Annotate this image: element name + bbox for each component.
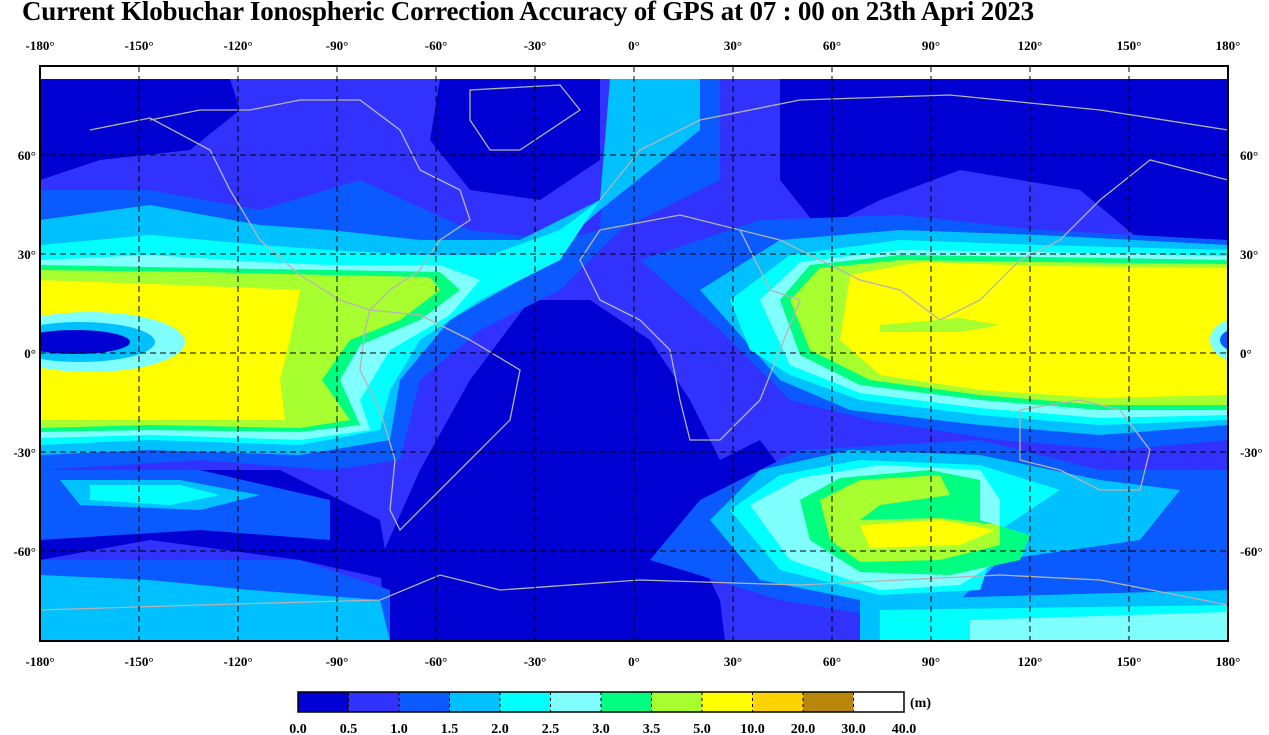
colorbar-label: 30.0 bbox=[841, 722, 866, 735]
bottom-longitude-label: -90° bbox=[326, 654, 349, 669]
colorbar-swatch bbox=[702, 692, 753, 712]
contour-3.5-5.0-east-inner bbox=[880, 318, 1000, 332]
left-latitude-label: -30° bbox=[13, 445, 36, 460]
top-longitude-label: -120° bbox=[223, 38, 252, 53]
top-longitude-label: 180° bbox=[1216, 38, 1241, 53]
coastline-north-america bbox=[89, 99, 471, 311]
bottom-longitude-label: 150° bbox=[1117, 654, 1142, 669]
contour-pocket-east bbox=[1210, 319, 1228, 361]
top-longitude-label: 150° bbox=[1117, 38, 1142, 53]
contour-5.0-10.0-south bbox=[860, 520, 995, 548]
colorbar-swatch bbox=[601, 692, 652, 712]
colorbar-label: 0.0 bbox=[289, 722, 307, 735]
colorbar-label: 1.0 bbox=[390, 722, 408, 735]
top-longitude-label: 30° bbox=[724, 38, 742, 53]
bottom-longitude-label: -120° bbox=[223, 654, 252, 669]
right-latitude-label: 0° bbox=[1240, 346, 1252, 361]
colorbar-label: 3.5 bbox=[643, 722, 661, 735]
coastline-africa bbox=[579, 214, 801, 441]
bottom-longitude-label: -30° bbox=[524, 654, 547, 669]
colorbar-label: 40.0 bbox=[892, 722, 917, 735]
left-latitude-label: -60° bbox=[13, 544, 36, 559]
graticule bbox=[40, 66, 1228, 641]
axis-tick-labels: -180° -180° -150° -150° -120° -120° -90° -90° -6… bbox=[13, 38, 1262, 669]
colorbar-label: 10.0 bbox=[740, 722, 765, 735]
top-longitude-label: -30° bbox=[524, 38, 547, 53]
top-longitude-label: -150° bbox=[124, 38, 153, 53]
contour-pocket-west-core bbox=[40, 330, 130, 354]
top-longitude-label: 0° bbox=[628, 38, 640, 53]
bottom-longitude-label: 90° bbox=[922, 654, 940, 669]
colorbar-label: 1.5 bbox=[441, 722, 459, 735]
coastline-south-america bbox=[359, 309, 521, 532]
colorbar-swatch bbox=[500, 692, 551, 712]
left-latitude-label: 60° bbox=[18, 148, 36, 163]
bottom-longitude-label: -150° bbox=[124, 654, 153, 669]
top-longitude-label: -90° bbox=[326, 38, 349, 53]
right-latitude-label: 60° bbox=[1240, 148, 1258, 163]
colorbar-frame bbox=[297, 691, 905, 713]
colorbar-label: 0.5 bbox=[340, 722, 358, 735]
colorbar-swatch bbox=[298, 692, 349, 712]
top-longitude-label: -180° bbox=[25, 38, 54, 53]
contour-0.0-0.5-north-atlantic bbox=[430, 79, 600, 200]
bottom-longitude-label: 120° bbox=[1018, 654, 1043, 669]
contour-2.5-3.0-southeast bbox=[970, 612, 1228, 641]
colorbar-swatch bbox=[348, 692, 399, 712]
coastline-greenland bbox=[469, 84, 581, 151]
colorbar-label: 2.0 bbox=[491, 722, 509, 735]
right-latitude-label: -60° bbox=[1240, 544, 1263, 559]
bottom-longitude-label: 0° bbox=[628, 654, 640, 669]
colorbar: 0.0 0.5 1.0 1.5 2.0 2.5 3.0 3.5 5.0 10.0 20.0 30.0 4… bbox=[289, 691, 931, 735]
bottom-longitude-label: 60° bbox=[823, 654, 841, 669]
colorbar-swatch bbox=[399, 692, 450, 712]
colorbar-label: 5.0 bbox=[693, 722, 711, 735]
colorbar-swatch bbox=[752, 692, 803, 712]
top-longitude-label: 90° bbox=[922, 38, 940, 53]
left-latitude-label: 0° bbox=[24, 346, 36, 361]
contour-pocket-east-core bbox=[1220, 330, 1228, 350]
bottom-longitude-label: 30° bbox=[724, 654, 742, 669]
right-latitude-label: -30° bbox=[1240, 445, 1263, 460]
coastline-eurasia bbox=[599, 94, 1228, 321]
colorbar-label: 2.5 bbox=[542, 722, 560, 735]
top-longitude-label: 60° bbox=[823, 38, 841, 53]
colorbar-swatch bbox=[803, 692, 854, 712]
left-latitude-label: 30° bbox=[18, 247, 36, 262]
bottom-longitude-label: 180° bbox=[1216, 654, 1241, 669]
coastline-antarctica bbox=[40, 574, 1228, 611]
top-longitude-label: 120° bbox=[1018, 38, 1043, 53]
colorbar-swatch bbox=[651, 692, 702, 712]
bottom-longitude-label: -60° bbox=[425, 654, 448, 669]
colorbar-label: 3.0 bbox=[592, 722, 610, 735]
contour-1.5-2.0-southwest bbox=[40, 480, 390, 641]
contour-0.0-0.5-northeast bbox=[780, 79, 1228, 250]
colorbar-swatch bbox=[550, 692, 601, 712]
bottom-longitude-label: -180° bbox=[25, 654, 54, 669]
colorbar-swatch bbox=[449, 692, 500, 712]
colorbar-swatch bbox=[853, 692, 904, 712]
colorbar-unit: (m) bbox=[910, 696, 931, 711]
coastlines bbox=[40, 84, 1228, 611]
map-frame bbox=[39, 65, 1229, 642]
colorbar-label: 20.0 bbox=[791, 722, 816, 735]
map-title: Current Klobuchar Ionospheric Correction… bbox=[22, 0, 1034, 26]
top-longitude-label: -60° bbox=[425, 38, 448, 53]
right-latitude-label: 30° bbox=[1240, 247, 1258, 262]
contour-5.0-10.0-east bbox=[840, 262, 1228, 398]
coastline-australia bbox=[1019, 399, 1151, 491]
